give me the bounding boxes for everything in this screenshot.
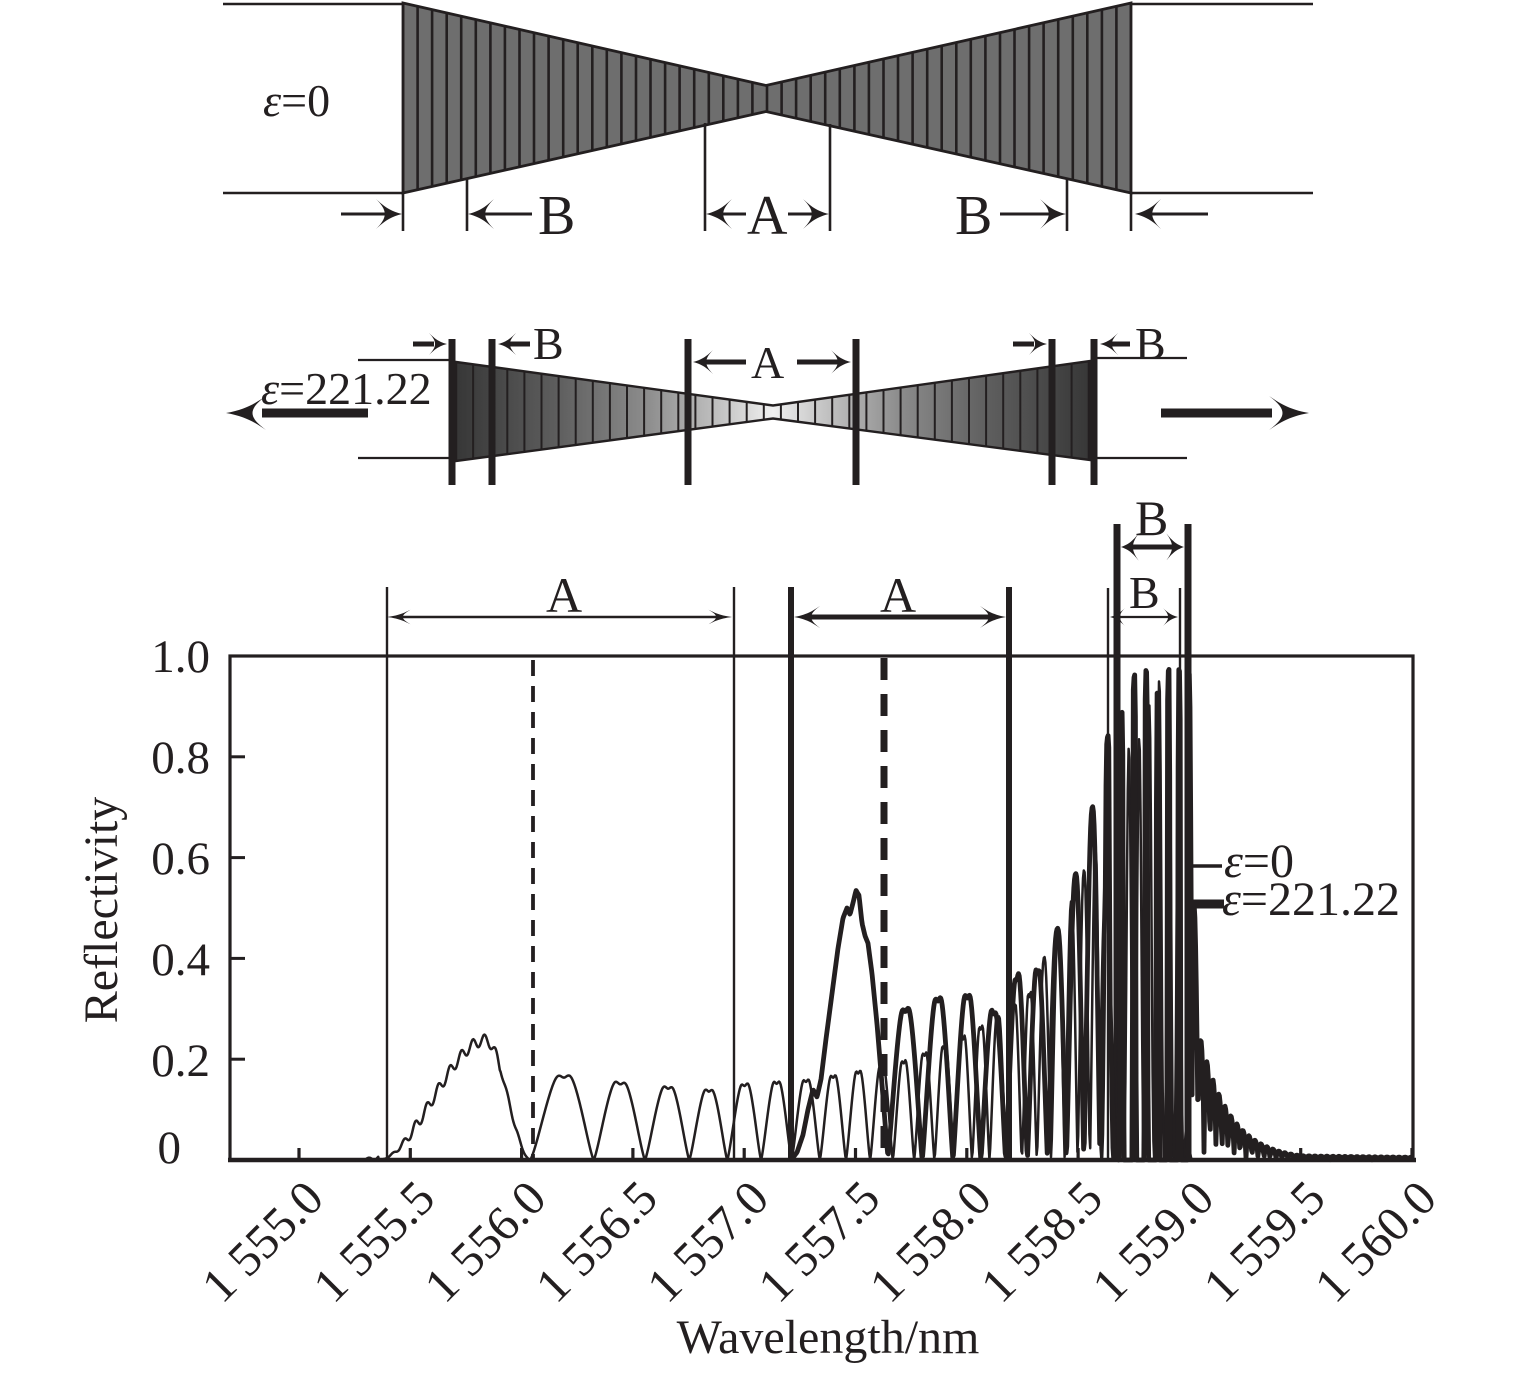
svg-text:0.4: 0.4 bbox=[151, 934, 210, 986]
svg-text:0.8: 0.8 bbox=[151, 732, 210, 784]
svg-text:A: A bbox=[751, 337, 784, 388]
svg-text:Wavelength/nm: Wavelength/nm bbox=[677, 1311, 980, 1364]
svg-text:B: B bbox=[1129, 567, 1160, 618]
svg-text:0.6: 0.6 bbox=[151, 833, 210, 885]
svg-text:ε=221.22: ε=221.22 bbox=[1222, 873, 1400, 926]
svg-text:ε=0: ε=0 bbox=[1224, 835, 1294, 888]
svg-text:ε=221.22: ε=221.22 bbox=[261, 363, 432, 414]
svg-text:A: A bbox=[546, 567, 582, 623]
svg-text:B: B bbox=[1135, 318, 1166, 369]
svg-text:0: 0 bbox=[158, 1122, 182, 1174]
svg-text:B: B bbox=[533, 318, 564, 369]
svg-text:A: A bbox=[747, 185, 788, 247]
svg-text:B: B bbox=[1135, 490, 1168, 546]
svg-text:ε=0: ε=0 bbox=[263, 75, 330, 126]
svg-text:A: A bbox=[880, 567, 916, 623]
svg-text:Reflectivity: Reflectivity bbox=[75, 797, 128, 1024]
svg-text:0.2: 0.2 bbox=[151, 1035, 210, 1087]
svg-text:1.0: 1.0 bbox=[151, 631, 210, 683]
svg-text:B: B bbox=[955, 185, 992, 247]
svg-text:B: B bbox=[538, 185, 575, 247]
